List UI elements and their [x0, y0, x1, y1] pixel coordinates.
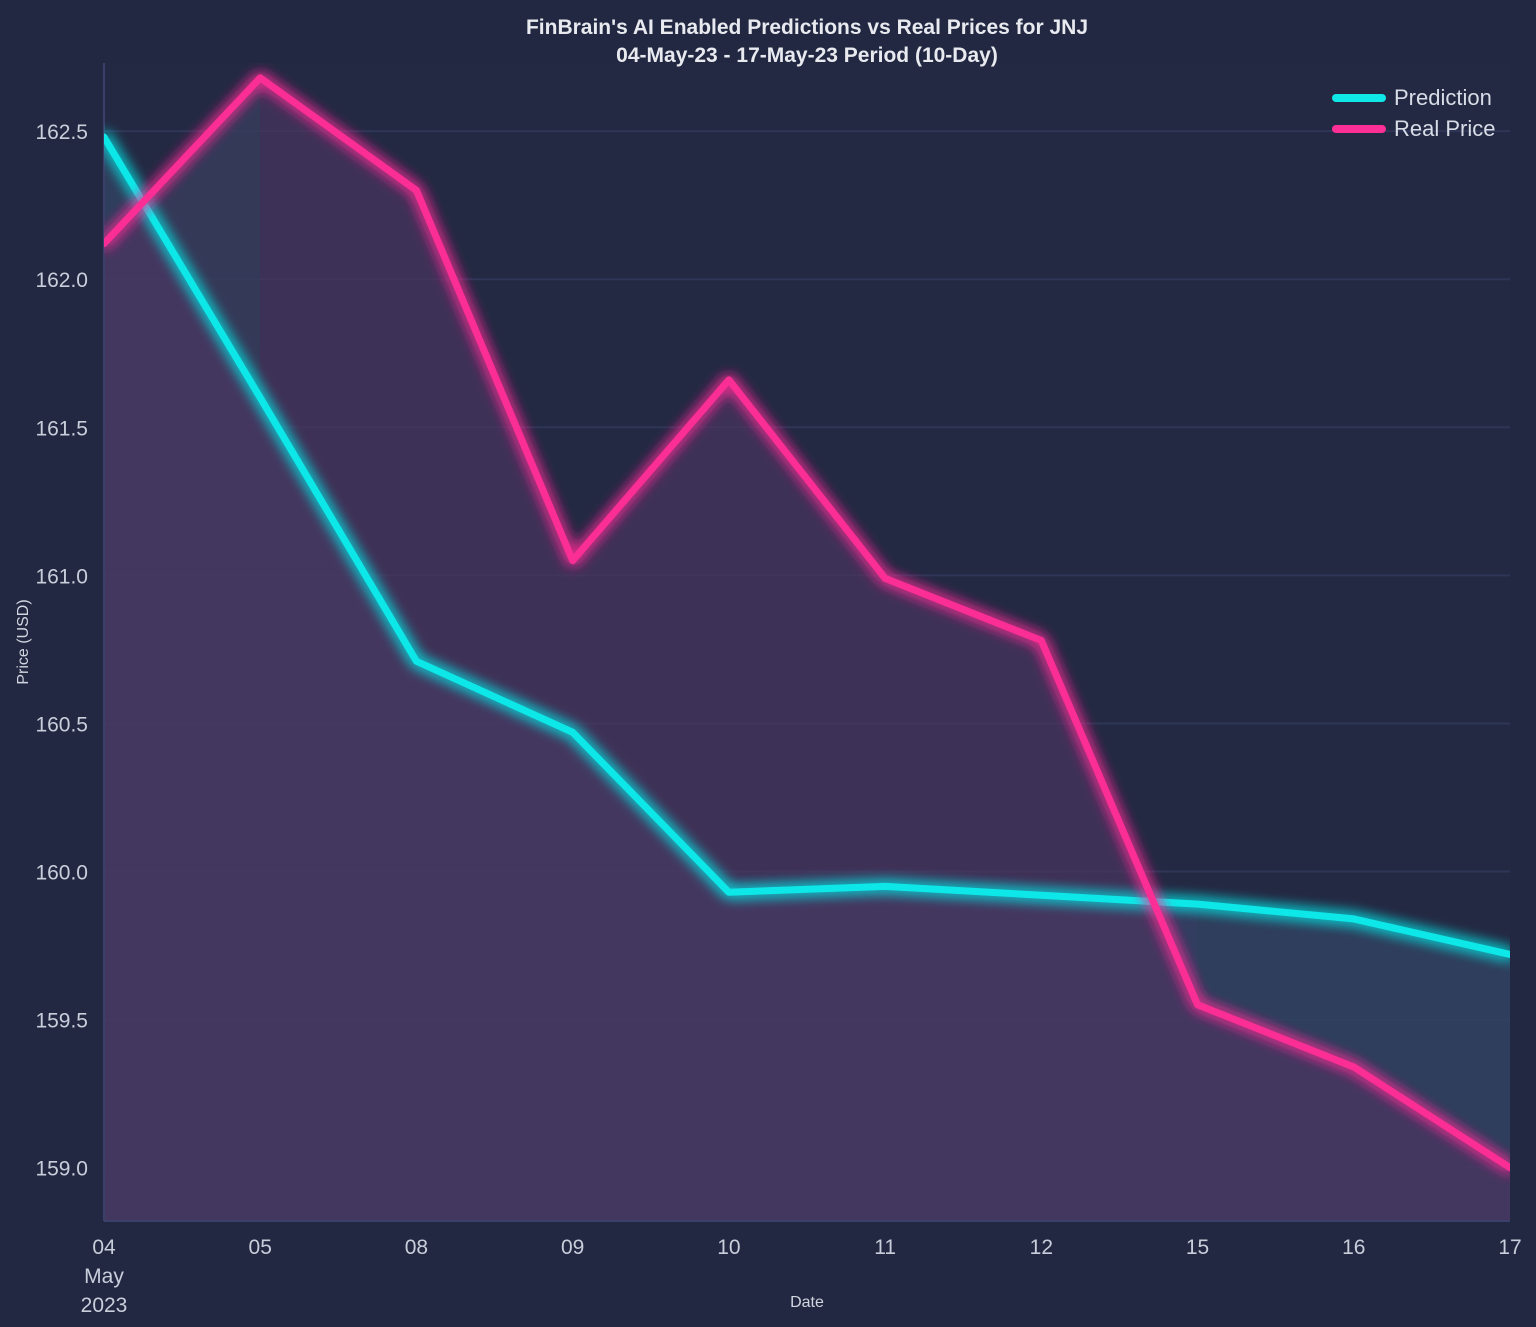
x-axis-tick-label: 16	[1342, 1236, 1365, 1259]
y-axis-tick-label: 160.0	[35, 862, 88, 885]
series-lines	[104, 74, 1510, 1172]
y-axis-tick-label: 160.5	[35, 713, 88, 736]
legend-label-prediction: Prediction	[1394, 85, 1492, 110]
y-axis-tick-label: 161.0	[35, 565, 88, 588]
real-price-area-fill	[104, 77, 1510, 1221]
real-price-line	[104, 74, 1510, 1172]
legend-item-prediction[interactable]: Prediction	[1332, 85, 1492, 110]
between-series-band	[104, 77, 1510, 1168]
chart-title: FinBrain's AI Enabled Predictions vs Rea…	[526, 16, 1088, 39]
y-axis-tick-label: 161.5	[35, 417, 88, 440]
x-axis-tick-label: 05	[249, 1236, 272, 1259]
x-axis-tick-label: 11	[874, 1236, 896, 1259]
y-axis-title: Price (USD)	[15, 599, 32, 684]
y-axis-tick-label: 162.0	[35, 269, 88, 292]
x-axis-tick-label: 17	[1498, 1236, 1521, 1259]
series-area-fills	[104, 77, 1510, 1221]
y-axis-tick-label: 159.5	[35, 1010, 88, 1033]
x-axis-title: Date	[790, 1294, 824, 1311]
x-axis-tick-label: 15	[1186, 1236, 1209, 1259]
y-axis-tick-label: 159.0	[35, 1158, 88, 1181]
x-axis-tick-labels: 04 05 08 09 10 11 12 15 16 17	[92, 1236, 1521, 1259]
prediction-line	[104, 133, 1510, 958]
y-axis-tick-label: 162.5	[35, 121, 88, 144]
x-axis-origin-year: 2023	[81, 1294, 128, 1317]
x-axis-origin-month: May	[84, 1265, 124, 1288]
legend-item-real-price[interactable]: Real Price	[1332, 116, 1495, 141]
legend-label-real-price: Real Price	[1394, 116, 1495, 141]
x-axis-tick-label: 12	[1030, 1236, 1053, 1259]
x-axis-tick-label: 10	[717, 1236, 740, 1259]
chart-subtitle: 04-May-23 - 17-May-23 Period (10-Day)	[616, 44, 998, 67]
x-axis-tick-label: 04	[92, 1236, 116, 1259]
chart-legend: Prediction Real Price	[1332, 85, 1495, 141]
y-axis-tick-labels: 159.0 159.5 160.0 160.5 161.0 161.5 162.0 162.5	[35, 121, 88, 1181]
x-axis-tick-label: 09	[561, 1236, 584, 1259]
x-axis-tick-label: 08	[405, 1236, 428, 1259]
